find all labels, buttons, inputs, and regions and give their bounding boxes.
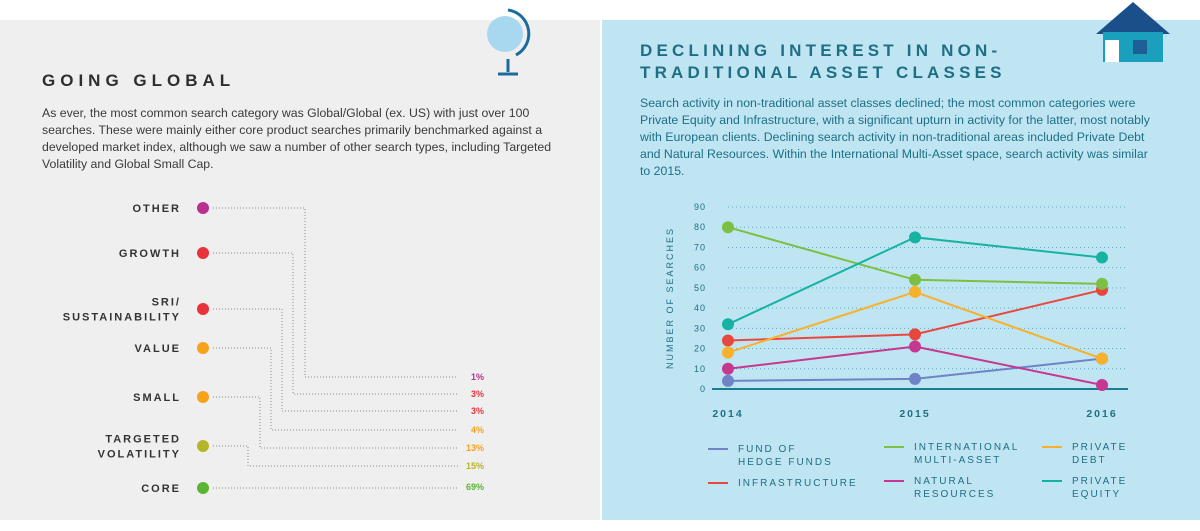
category-dot (197, 391, 209, 403)
data-point (1096, 378, 1108, 391)
y-tick-label: 70 (694, 242, 706, 252)
y-tick-label: 50 (694, 283, 706, 293)
data-point (909, 328, 921, 341)
left-panel (0, 20, 600, 520)
legend-label: NATURAL RESOURCES (914, 476, 996, 500)
y-tick-label: 20 (694, 344, 706, 354)
category-share-chart: OTHER 1% GROWTH 3% SRI/SUSTAINABILITY 3% VALUE… (63, 202, 484, 495)
data-point (1096, 352, 1108, 365)
leader-line (213, 252, 458, 395)
data-point (909, 285, 921, 298)
y-tick-label: 0 (700, 384, 706, 394)
category-dot (197, 342, 209, 354)
y-tick-label: 10 (694, 364, 706, 374)
legend-swatch (884, 480, 904, 482)
leader-line (213, 396, 458, 449)
data-point (722, 374, 734, 387)
category-dot (197, 247, 209, 259)
left-title: GOING GLOBAL (42, 71, 236, 90)
data-point (1096, 277, 1108, 290)
category-label: TARGETED (105, 434, 181, 446)
x-tick-label: 2016 (1086, 408, 1117, 420)
y-tick-label: 40 (694, 303, 706, 313)
y-tick-label: 60 (694, 263, 706, 273)
legend-label: INFRASTRUCTURE (738, 478, 858, 489)
legend-label: INTERNATIONAL MULTI-ASSET (914, 442, 1020, 466)
category-value-label: 3% (471, 406, 484, 416)
y-axis-title: NUMBER OF SEARCHES (665, 227, 675, 369)
category-label: CORE (141, 483, 181, 495)
data-point (722, 346, 734, 359)
legend-swatch (708, 448, 728, 450)
y-tick-label: 80 (694, 222, 706, 232)
category-label: GROWTH (119, 248, 181, 260)
legend-swatch (1042, 446, 1062, 448)
legend-label: FUND OF HEDGE FUNDS (738, 444, 833, 468)
house-icon (1096, 2, 1170, 62)
legend-swatch (884, 446, 904, 448)
category-label: SMALL (133, 392, 181, 404)
data-point (909, 273, 921, 286)
data-point (1096, 251, 1108, 264)
x-tick-label: 2014 (712, 408, 743, 420)
x-tick-label: 2015 (899, 408, 930, 420)
category-label: SRI/ (152, 297, 181, 309)
right-title-line2: TRADITIONAL ASSET CLASSES (640, 63, 1006, 82)
category-dot (197, 303, 209, 315)
category-label: VOLATILITY (98, 449, 181, 461)
right-title-line1: DECLINING INTEREST IN NON- (640, 41, 1002, 60)
data-point (909, 231, 921, 244)
category-value-label: 3% (471, 389, 484, 399)
category-value-label: 69% (466, 482, 484, 492)
legend-label: PRIVATE DEBT (1072, 442, 1128, 466)
y-tick-label: 90 (694, 202, 706, 212)
leader-line (213, 445, 458, 467)
legend-label: PRIVATE EQUITY (1072, 476, 1128, 500)
leader-line (213, 207, 458, 378)
category-value-label: 1% (471, 372, 484, 382)
leader-line (213, 308, 458, 412)
category-value-label: 4% (471, 425, 484, 435)
data-point (722, 318, 734, 331)
data-point (722, 334, 734, 347)
y-tick-label: 30 (694, 323, 706, 333)
data-point (909, 340, 921, 353)
category-value-label: 13% (466, 443, 484, 453)
leader-line (213, 347, 458, 431)
category-dot (197, 202, 209, 214)
category-value-label: 15% (466, 461, 484, 471)
category-label: OTHER (133, 203, 182, 215)
globe-icon (487, 8, 531, 76)
legend-swatch (708, 482, 728, 484)
data-point (909, 372, 921, 385)
left-paragraph: As ever, the most common search category… (42, 106, 552, 171)
category-label: VALUE (135, 343, 181, 355)
data-point (722, 221, 734, 234)
right-panel (602, 20, 1200, 520)
legend-swatch (1042, 480, 1062, 482)
category-dot (197, 482, 209, 494)
right-paragraph: Search activity in non-traditional asset… (640, 96, 1150, 178)
data-point (722, 362, 734, 375)
category-label: SUSTAINABILITY (63, 312, 181, 324)
category-dot (197, 440, 209, 452)
